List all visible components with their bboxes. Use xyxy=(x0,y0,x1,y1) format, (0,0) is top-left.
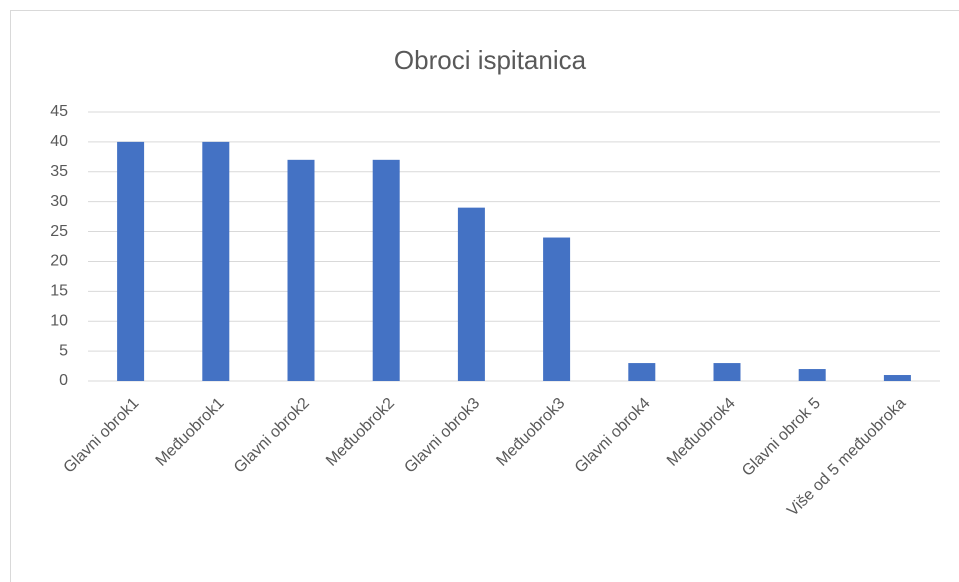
y-tick-label: 10 xyxy=(50,312,68,329)
bar xyxy=(628,363,656,381)
bar xyxy=(457,207,485,381)
bar xyxy=(372,159,400,381)
y-tick-label: 45 xyxy=(50,103,68,120)
y-tick-label: 30 xyxy=(50,193,68,210)
bar xyxy=(202,141,230,381)
bar xyxy=(883,375,911,381)
bar xyxy=(543,237,571,381)
y-tick-label: 20 xyxy=(50,253,68,270)
y-tick-label: 35 xyxy=(50,163,68,180)
bar xyxy=(713,363,741,381)
y-tick-label: 0 xyxy=(59,372,68,389)
y-tick-label: 15 xyxy=(50,283,68,300)
y-tick-label: 5 xyxy=(59,342,68,359)
y-tick-label: 40 xyxy=(50,133,68,150)
bar xyxy=(287,159,315,381)
bar xyxy=(798,369,826,381)
bar xyxy=(117,141,145,381)
chart-title: Obroci ispitanica xyxy=(394,45,587,75)
y-tick-label: 25 xyxy=(50,223,68,240)
